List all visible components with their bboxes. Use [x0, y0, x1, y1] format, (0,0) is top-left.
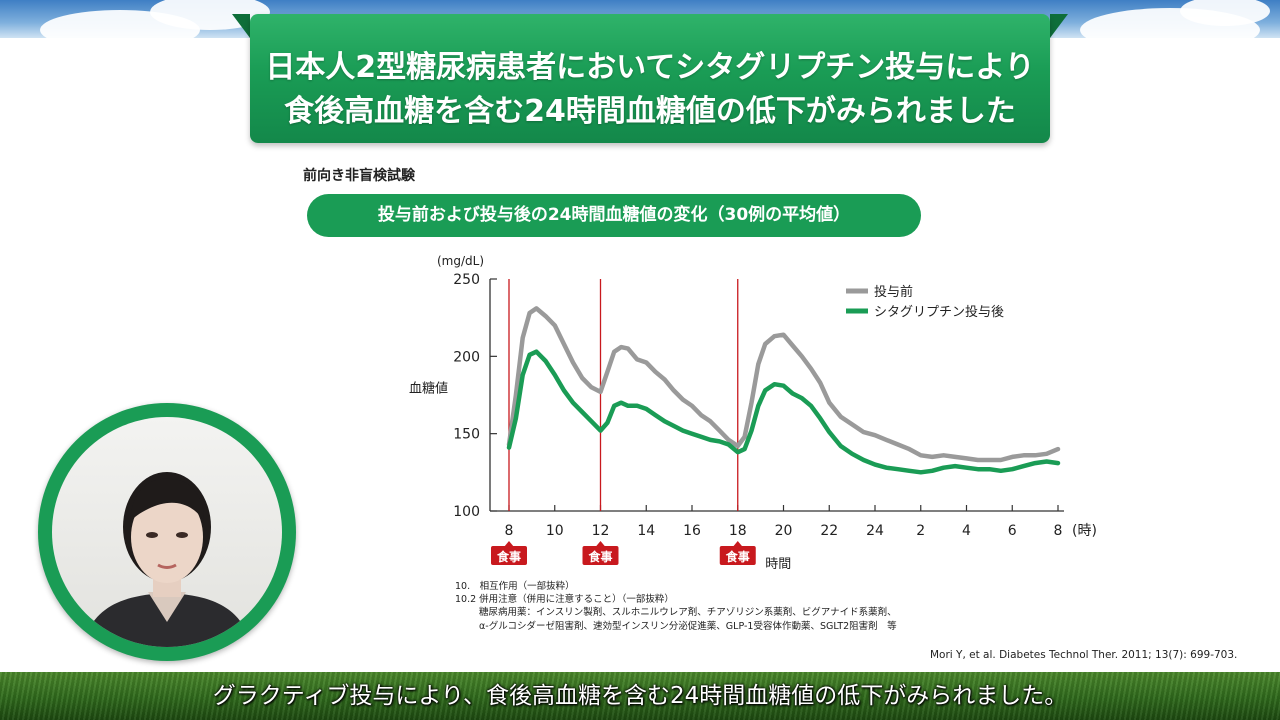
y-axis-unit: (mg/dL): [437, 254, 484, 268]
study-type-label: 前向き非盲検試験: [303, 168, 415, 184]
title-line-1: 日本人2型糖尿病患者においてシタグリプチン投与により: [265, 50, 1035, 85]
y-axis-label: 血糖値: [409, 380, 448, 396]
x-tick-label: 8: [1054, 523, 1063, 539]
meal-marker-arrow: [595, 541, 606, 547]
footnotes: 10. 相互作用（一部抜粋） 10.2 併用注意（併用に注意すること）（一部抜粋…: [455, 580, 897, 633]
banner-fold-right: [1050, 14, 1068, 38]
title-line-2: 食後高血糖を含む24時間血糖値の低下がみられました: [284, 94, 1016, 129]
meal-marker-arrow: [504, 541, 514, 547]
x-tick-label: 24: [866, 523, 884, 539]
meal-marker-arrow: [732, 541, 743, 547]
footnote-line: 糖尿病用薬：インスリン製剤、スルホニルウレア剤、チアゾリジン系薬剤、ビグアナイド…: [479, 607, 897, 619]
grass-background: [0, 672, 1280, 720]
x-tick-label: 16: [683, 523, 701, 539]
banner-fold-left: [232, 14, 250, 38]
footnote-line: 10. 相互作用（一部抜粋）: [455, 581, 575, 592]
footnote-line: α-グルコシダーゼ阻害剤、速効型インスリン分泌促進薬、GLP-1受容体作動薬、S…: [479, 620, 897, 632]
legend-label: シタグリプチン投与後: [874, 304, 1004, 320]
title-banner: 日本人2型糖尿病患者においてシタグリプチン投与により 食後高血糖を含む24時間血…: [250, 14, 1050, 143]
x-tick-label: 18: [729, 523, 747, 539]
subtitle-caption: グラクティブ投与により、食後高血糖を含む24時間血糖値の低下がみられました。: [212, 683, 1068, 709]
x-tick-label: 20: [775, 523, 793, 539]
y-tick-label: 200: [453, 349, 480, 365]
x-tick-label: 10: [546, 523, 564, 539]
chart-title-pill: 投与前および投与後の24時間血糖値の変化（30例の平均値）: [307, 194, 921, 237]
x-axis-unit: (時): [1072, 523, 1097, 539]
x-axis-label: 時間: [765, 557, 791, 572]
y-tick-label: 250: [453, 272, 480, 288]
meal-marker-label: 食事: [496, 549, 521, 564]
series-line-pre: [506, 306, 1061, 463]
meal-marker: [582, 546, 619, 565]
series-line-post: [506, 349, 1061, 475]
presenter-portrait-frame: [38, 403, 296, 661]
cloud: [1180, 0, 1270, 26]
x-tick-label: 22: [820, 523, 838, 539]
x-tick-label: 12: [592, 523, 610, 539]
citation: Mori Y, et al. Diabetes Technol Ther. 20…: [930, 649, 1238, 661]
legend-label: 投与前: [874, 284, 913, 300]
x-tick-label: 14: [637, 523, 655, 539]
x-tick-label: 6: [1008, 523, 1017, 539]
y-tick-label: 100: [453, 504, 480, 520]
meal-marker-label: 食事: [587, 549, 612, 564]
x-tick-label: 2: [916, 523, 925, 539]
meal-marker-label: 食事: [725, 549, 750, 564]
x-tick-label: 4: [962, 523, 971, 539]
footnote-line: 10.2 併用注意（併用に注意すること）（一部抜粋）: [455, 594, 674, 606]
y-tick-label: 150: [453, 427, 480, 443]
presenter-illustration: [82, 472, 252, 647]
meal-marker: [491, 546, 527, 565]
presenter-photo: [52, 417, 282, 647]
x-tick-label: 8: [505, 523, 514, 539]
meal-marker: [719, 546, 756, 565]
